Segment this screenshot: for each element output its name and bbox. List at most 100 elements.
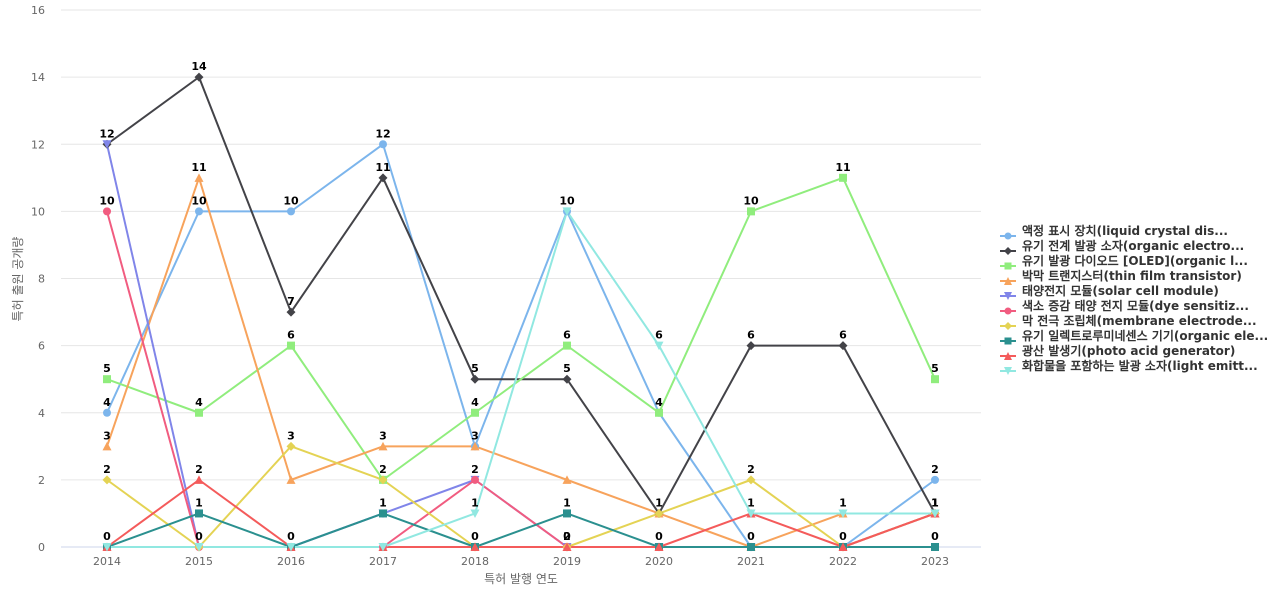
data-point[interactable] <box>287 341 295 350</box>
data-point[interactable] <box>194 72 204 82</box>
data-point[interactable] <box>931 375 939 384</box>
data-point[interactable] <box>103 408 111 417</box>
data-point[interactable] <box>287 207 295 216</box>
data-point[interactable] <box>747 543 755 551</box>
data-label: 3 <box>287 429 295 442</box>
data-point[interactable] <box>562 542 572 552</box>
data-label: 3 <box>103 429 111 442</box>
series-line[interactable] <box>106 76 936 515</box>
data-label: 6 <box>655 329 663 342</box>
data-point[interactable] <box>654 508 664 518</box>
legend-item[interactable]: 태양전지 모듈(solar cell module) <box>1000 283 1280 300</box>
data-point[interactable] <box>562 374 572 384</box>
data-point[interactable] <box>286 307 296 317</box>
data-label: 3 <box>471 429 479 442</box>
legend-item[interactable]: 유기 발광 다이오드 [OLED](organic l... <box>1000 253 1280 269</box>
data-point[interactable] <box>655 408 663 417</box>
data-point[interactable] <box>931 543 939 551</box>
data-point[interactable] <box>471 408 479 417</box>
data-point[interactable] <box>470 374 480 384</box>
data-label: 6 <box>747 329 755 342</box>
data-point[interactable] <box>563 509 571 518</box>
data-label: 2 <box>563 530 571 543</box>
data-point[interactable] <box>746 341 756 351</box>
data-point[interactable] <box>471 475 479 484</box>
data-point[interactable] <box>838 341 848 351</box>
legend-item[interactable]: 액정 표시 장치(liquid crystal dis... <box>1000 223 1280 239</box>
legend-marker-icon <box>1000 286 1016 300</box>
y-tick-label: 14 <box>31 71 45 84</box>
data-point[interactable] <box>286 543 296 552</box>
data-point[interactable] <box>194 543 204 552</box>
data-point[interactable] <box>839 173 847 182</box>
data-point[interactable] <box>930 509 940 518</box>
data-point[interactable] <box>286 441 296 451</box>
x-axis-title: 특허 발행 연도 <box>484 571 558 586</box>
data-point[interactable] <box>747 207 755 216</box>
data-point[interactable] <box>102 475 112 485</box>
data-label: 11 <box>375 161 390 174</box>
legend-marker-icon <box>1000 346 1016 360</box>
data-point[interactable] <box>562 207 572 216</box>
data-point[interactable] <box>378 543 388 552</box>
data-point[interactable] <box>102 441 112 451</box>
data-point[interactable] <box>103 207 111 216</box>
data-point[interactable] <box>102 140 112 149</box>
legend-item[interactable]: 색소 증감 태양 전지 모듈(dye sensitiz... <box>1000 298 1280 314</box>
data-point[interactable] <box>195 207 203 216</box>
legend-item[interactable]: 막 전극 조립체(membrane electrode... <box>1000 313 1280 330</box>
data-point[interactable] <box>654 341 664 351</box>
y-tick-label: 8 <box>38 273 45 286</box>
data-point[interactable] <box>746 475 756 485</box>
data-point[interactable] <box>838 542 848 552</box>
data-point[interactable] <box>286 475 296 484</box>
data-point[interactable] <box>931 475 939 484</box>
data-label: 2 <box>747 463 755 476</box>
data-point[interactable] <box>378 441 388 451</box>
data-label: 11 <box>835 161 850 174</box>
y-axis-title: 특허 출원 공개량 <box>11 237 25 322</box>
legend-item[interactable]: 유기 일렉트로루미네센스 기기(organic ele... <box>1000 328 1280 344</box>
data-point[interactable] <box>102 543 112 552</box>
data-point[interactable] <box>378 173 388 183</box>
data-label: 1 <box>195 496 203 509</box>
y-tick-label: 4 <box>38 407 45 420</box>
data-point[interactable] <box>103 375 111 384</box>
data-point[interactable] <box>378 475 388 485</box>
data-label: 10 <box>99 194 115 207</box>
data-point[interactable] <box>562 475 572 484</box>
data-point[interactable] <box>746 509 756 518</box>
x-tick-label: 2016 <box>277 555 305 568</box>
legend-item[interactable]: 광산 발생기(photo acid generator) <box>1000 343 1280 360</box>
data-point[interactable] <box>470 542 480 552</box>
data-point[interactable] <box>195 509 203 518</box>
data-point[interactable] <box>195 408 203 417</box>
data-point[interactable] <box>838 509 848 518</box>
x-tick-label: 2017 <box>369 555 397 568</box>
data-label: 6 <box>839 329 847 342</box>
data-point[interactable] <box>654 542 664 552</box>
legend-item[interactable]: 박막 트랜지스터(thin film transistor) <box>1000 268 1280 285</box>
data-label: 0 <box>563 530 571 543</box>
data-point[interactable] <box>563 341 571 350</box>
series-line[interactable] <box>106 478 936 548</box>
data-point[interactable] <box>470 509 480 518</box>
legend-item[interactable]: 화합물을 포함하는 발광 소자(light emitt... <box>1000 358 1280 375</box>
legend-item[interactable]: 유기 전계 발광 소자(organic electro... <box>1000 238 1280 255</box>
series-line[interactable] <box>106 176 936 481</box>
data-point[interactable] <box>379 140 387 149</box>
series-line[interactable] <box>106 445 936 548</box>
legend-label: 유기 전계 발광 소자(organic electro... <box>1022 239 1245 253</box>
series-line[interactable] <box>107 210 935 548</box>
y-tick-label: 16 <box>31 4 45 17</box>
x-tick-label: 2018 <box>461 555 489 568</box>
data-point[interactable] <box>194 475 204 484</box>
data-point[interactable] <box>470 441 480 451</box>
data-label: 1 <box>563 496 571 509</box>
data-point[interactable] <box>379 509 387 518</box>
legend-label: 유기 일렉트로루미네센스 기기(organic ele... <box>1022 329 1269 343</box>
series-line[interactable] <box>106 512 935 548</box>
data-point[interactable] <box>194 173 204 182</box>
x-tick-label: 2014 <box>93 555 121 568</box>
data-label: 0 <box>839 530 847 543</box>
